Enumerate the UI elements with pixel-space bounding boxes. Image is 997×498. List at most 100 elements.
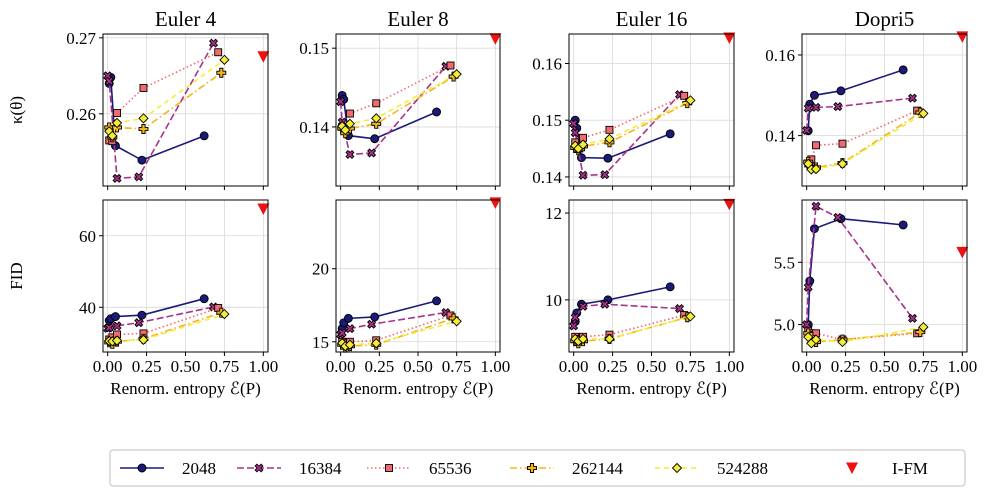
panel-fid-euler16: 10 12 0.00 0.25 0.50 0.75 1.00 Renorm. entropy … [545, 198, 744, 398]
legend-frame [109, 449, 966, 487]
panel-fid-euler8: 15 20 0.00 0.25 0.50 0.75 1.00 Renorm. entropy … [312, 197, 510, 398]
ifm-point [257, 203, 270, 215]
data-point [367, 319, 377, 329]
data-point [603, 153, 613, 163]
series-262144 [803, 327, 926, 347]
series-65536 [105, 48, 223, 146]
panel-title: Euler 8 [387, 7, 448, 31]
x-tick-label: 0.75 [210, 357, 240, 376]
data-point [134, 318, 144, 328]
y-tick-label: 20 [312, 260, 329, 279]
series-line [574, 314, 685, 340]
series-line [108, 59, 225, 138]
data-point [371, 118, 382, 129]
series-line [339, 65, 447, 156]
x-axis-label: Renorm. entropy ℰ(P) [343, 379, 494, 398]
series-line [572, 303, 680, 327]
ifm-point [723, 198, 736, 211]
data-point [577, 139, 589, 150]
x-tick-label: 0.50 [870, 357, 900, 376]
legend-label: 65536 [429, 459, 472, 478]
data-point [918, 321, 929, 333]
y-tick-label: 0.15 [532, 111, 562, 130]
series-65536 [571, 311, 689, 343]
data-point [107, 130, 118, 141]
data-point [104, 323, 114, 333]
series-524288 [104, 308, 230, 347]
legend-marker [385, 464, 393, 472]
series-line [108, 72, 222, 140]
data-point [214, 48, 223, 57]
x-tick-label: 1.00 [248, 357, 278, 376]
series-16384 [103, 38, 219, 183]
data-point [918, 108, 929, 119]
legend-marker [137, 463, 147, 473]
legend-marker [846, 462, 858, 474]
x-tick-label: 0.75 [909, 357, 939, 376]
data-point [838, 139, 847, 148]
y-tick-label: 0.14 [765, 127, 795, 146]
series-524288 [337, 316, 462, 352]
x-axis-label: Renorm. entropy ℰ(P) [576, 379, 727, 398]
data-point [371, 338, 382, 349]
data-point [665, 282, 675, 292]
y-tick-label: 60 [79, 227, 96, 246]
series-line [574, 315, 691, 343]
y-tick-label: 0.27 [66, 29, 96, 48]
y-tick-label: 0.26 [66, 105, 96, 124]
data-point [833, 102, 843, 112]
data-point [104, 76, 114, 86]
data-point [219, 54, 230, 65]
series-line [106, 42, 215, 180]
data-point [810, 163, 822, 175]
series-line [341, 73, 458, 132]
series-16384 [569, 299, 685, 331]
data-point [836, 86, 846, 96]
data-point [372, 99, 381, 108]
y-tick-label: 0.15 [299, 39, 329, 58]
series-line [574, 316, 688, 345]
data-point [139, 84, 148, 92]
series-262144 [104, 67, 227, 143]
data-point [803, 103, 813, 113]
data-point [810, 90, 819, 100]
data-point [578, 170, 588, 180]
series-line [340, 311, 446, 336]
data-point [577, 333, 589, 345]
data-point [432, 296, 442, 306]
series-line [807, 326, 924, 345]
y-tick-label: 10 [545, 291, 562, 310]
series-line [572, 94, 681, 177]
panel-title: Dopri5 [855, 7, 915, 31]
legend-item-2048: 2048 [120, 459, 216, 478]
series-line [108, 311, 222, 345]
data-point [134, 172, 144, 182]
series-2048 [104, 294, 209, 325]
legend-marker [254, 463, 264, 473]
data-point [898, 220, 908, 230]
legend-item-65536: 65536 [367, 459, 472, 478]
legend-item-524288: 524288 [655, 459, 768, 478]
data-point [810, 334, 822, 345]
data-point [337, 328, 347, 338]
data-point [371, 113, 382, 124]
data-point [219, 308, 230, 320]
legend-label: I-FM [892, 459, 928, 478]
series-65536 [571, 91, 689, 151]
data-point [604, 133, 615, 145]
data-point [802, 125, 812, 135]
series-524288 [337, 69, 462, 136]
x-tick-label: 0.50 [637, 357, 667, 376]
series-65536 [105, 304, 223, 344]
series-line [341, 300, 437, 329]
panel-kappa-euler8: 0.14 0.15 Euler 8 [299, 7, 502, 190]
y-tick-label: 5.0 [774, 316, 795, 335]
series-line [574, 120, 671, 160]
series-line [574, 95, 685, 148]
x-tick-label: 0.25 [132, 357, 162, 376]
series-262144 [570, 312, 693, 349]
data-point [344, 118, 356, 129]
ifm-point [723, 32, 736, 44]
data-point [665, 129, 675, 139]
